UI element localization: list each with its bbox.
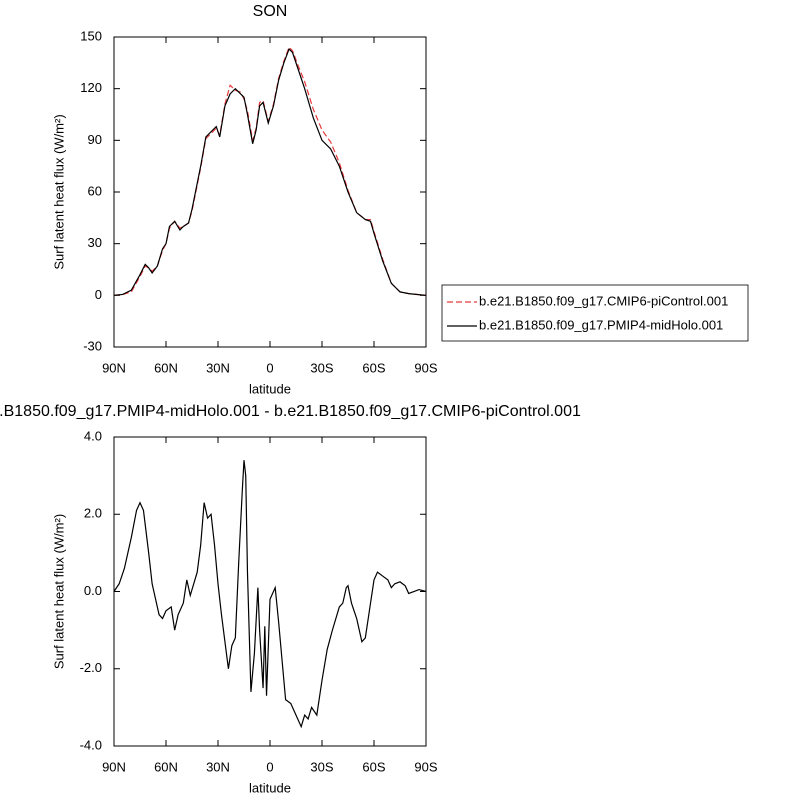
x-tick-label: 60N xyxy=(154,360,178,375)
y-axis-label: Surf latent heat flux (W/m²) xyxy=(51,114,66,269)
data-line xyxy=(113,46,427,296)
x-tick-label: 60S xyxy=(362,360,385,375)
x-tick-label: 30S xyxy=(310,360,333,375)
y-tick-label: 2.0 xyxy=(84,506,102,521)
y-tick-label: 0 xyxy=(95,287,102,302)
x-tick-label: 90N xyxy=(102,759,126,774)
y-tick-label: -2.0 xyxy=(80,660,102,675)
x-tick-label: 90S xyxy=(414,759,437,774)
y-tick-label: -4.0 xyxy=(80,737,102,752)
x-axis-label: latitude xyxy=(249,780,291,795)
x-tick-label: 90S xyxy=(414,360,437,375)
x-tick-label: 90N xyxy=(102,360,126,375)
x-axis-label: latitude xyxy=(249,381,291,396)
x-tick-label: 30S xyxy=(310,759,333,774)
x-tick-label: 0 xyxy=(266,360,273,375)
legend-label: b.e21.B1850.f09_g17.PMIP4-midHolo.001 xyxy=(479,317,723,332)
y-tick-label: 60 xyxy=(88,183,102,198)
y-tick-label: -30 xyxy=(83,338,102,353)
plot: b.e21.B1850.f09_g17.PMIP4-midHolo.001 - … xyxy=(0,403,581,795)
data-line xyxy=(113,47,427,296)
y-tick-label: 0.0 xyxy=(84,583,102,598)
chart-title: b.e21.B1850.f09_g17.PMIP4-midHolo.001 - … xyxy=(0,403,581,420)
x-tick-label: 30N xyxy=(206,759,230,774)
y-tick-label: 150 xyxy=(80,28,102,43)
x-tick-label: 30N xyxy=(206,360,230,375)
y-tick-label: 30 xyxy=(88,235,102,250)
y-tick-label: 90 xyxy=(88,132,102,147)
legend-label: b.e21.B1850.f09_g17.CMIP6-piControl.001 xyxy=(479,293,728,308)
y-axis-label: Surf latent heat flux (W/m²) xyxy=(51,514,66,669)
data-line xyxy=(113,460,427,729)
x-tick-label: 0 xyxy=(266,759,273,774)
y-tick-label: 4.0 xyxy=(84,428,102,443)
plot-frame xyxy=(113,36,427,348)
plot: SON latitude Surf latent heat flux (W/m²) -… xyxy=(51,3,749,396)
y-tick-label: 120 xyxy=(80,80,102,95)
legend-box xyxy=(441,284,749,342)
plot-frame xyxy=(113,436,427,747)
x-tick-label: 60N xyxy=(154,759,178,774)
chart-title: SON xyxy=(253,3,288,20)
x-tick-label: 60S xyxy=(362,759,385,774)
